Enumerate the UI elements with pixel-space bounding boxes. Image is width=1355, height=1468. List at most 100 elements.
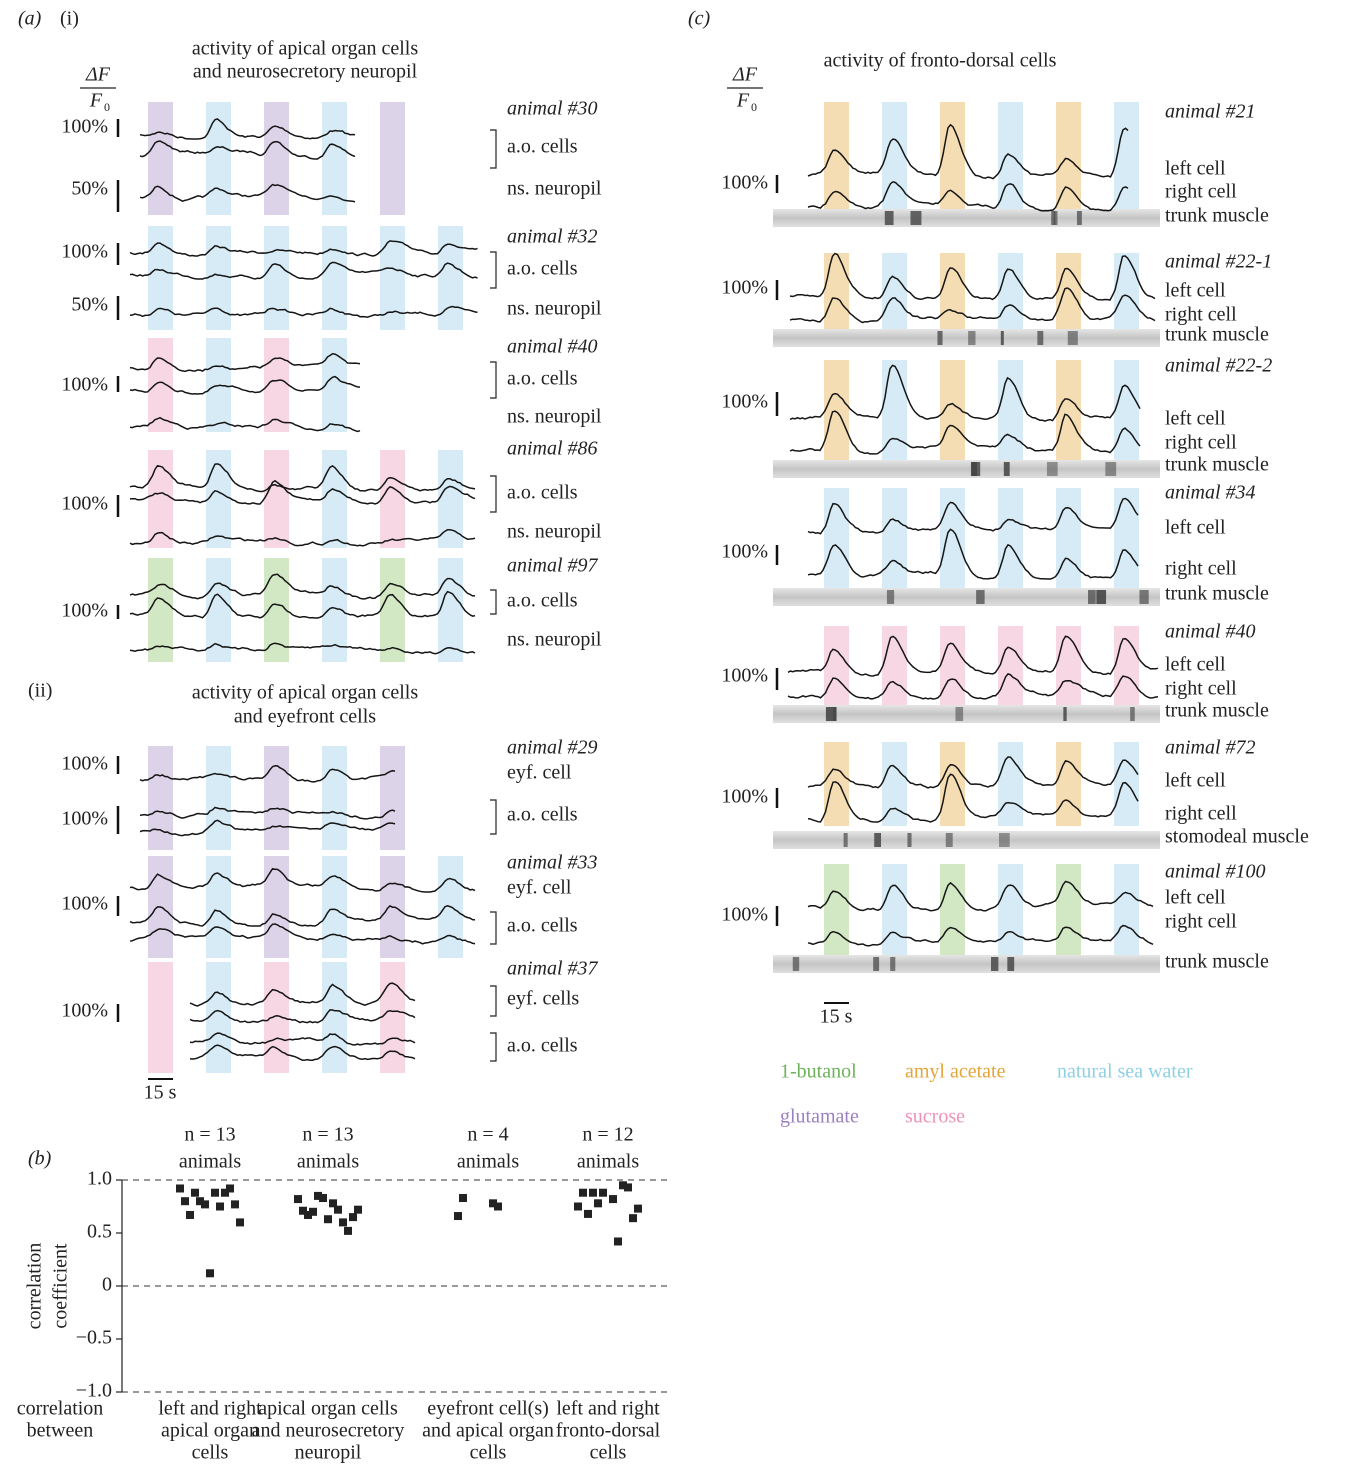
stimulus-band: [322, 856, 347, 958]
stimulus-band: [882, 253, 907, 330]
trace-label: stomodeal muscle: [1165, 826, 1309, 848]
stimulus-band: [1114, 488, 1139, 588]
trace-label: left cell: [1165, 280, 1226, 302]
stimulus-band: [824, 360, 849, 462]
trace: [129, 904, 476, 927]
title: activity of apical organ cells: [192, 682, 418, 704]
trace-label: right cell: [1165, 432, 1237, 454]
stimulus-band: [322, 746, 347, 850]
animal-name: animal #37: [507, 958, 599, 980]
title: and eyefront cells: [234, 706, 376, 728]
trace-label: trunk muscle: [1165, 324, 1269, 346]
muscle-contraction: [873, 957, 880, 971]
scale-label: 100%: [721, 172, 768, 194]
muscle-strip: [773, 705, 1160, 723]
trace-label: trunk muscle: [1165, 951, 1269, 973]
x-tick-label: cells: [590, 1442, 627, 1464]
muscle-contraction: [968, 331, 976, 345]
stimulus-band: [940, 102, 965, 213]
scale-label: 100%: [721, 541, 768, 563]
time-scale-label: 15 s: [820, 1006, 853, 1028]
stimulus-band: [824, 102, 849, 213]
title: activity of fronto-dorsal cells: [824, 50, 1057, 72]
point: [334, 1205, 342, 1214]
stimulus-band: [206, 102, 231, 215]
trace-label: eyf. cell: [507, 877, 572, 899]
group-n: n = 13: [184, 1124, 235, 1146]
trace-label: right cell: [1165, 803, 1237, 825]
trace-label: eyf. cell: [507, 762, 572, 784]
trace: [789, 252, 1156, 301]
stimulus-band: [1056, 253, 1081, 330]
scale-label: 100%: [721, 786, 768, 808]
point: [226, 1184, 234, 1193]
bracket: [490, 475, 497, 513]
point: [494, 1202, 502, 1211]
x-axis-label: correlation: [17, 1398, 104, 1420]
muscle-contraction: [1076, 211, 1082, 225]
trace: [139, 765, 396, 783]
point: [354, 1205, 362, 1214]
trace: [129, 305, 478, 318]
scale-label: 100%: [61, 893, 108, 915]
y-tick-label: 1.0: [87, 1168, 112, 1190]
stimulus-band: [148, 102, 173, 215]
time-scale-label: 15 s: [144, 1082, 177, 1104]
muscle-contraction: [998, 833, 1010, 847]
trace: [129, 375, 361, 395]
point: [634, 1204, 642, 1213]
trace-label: right cell: [1165, 304, 1237, 326]
trace: [129, 416, 361, 433]
stimulus-band: [322, 450, 347, 548]
muscle-contraction: [1088, 590, 1096, 604]
trace: [139, 819, 396, 837]
point: [624, 1183, 632, 1192]
muscle-contraction: [1067, 331, 1078, 345]
stimulus-band: [940, 626, 965, 705]
stimulus-band: [882, 626, 907, 705]
stimulus-band: [322, 962, 347, 1073]
stimulus-band: [998, 253, 1023, 330]
stimulus-band: [1114, 102, 1139, 213]
point: [344, 1226, 352, 1235]
trace-label: left cell: [1165, 887, 1226, 909]
stimulus-band: [940, 488, 965, 588]
group-unit: animals: [179, 1151, 241, 1173]
point: [216, 1202, 224, 1211]
point: [599, 1188, 607, 1197]
y-tick-label: −0.5: [76, 1327, 112, 1349]
stimulus-band: [322, 102, 347, 215]
trace: [189, 1044, 416, 1061]
trace: [189, 1032, 416, 1046]
group-unit: animals: [457, 1151, 519, 1173]
trace: [129, 463, 476, 493]
scale-label: 100%: [61, 493, 108, 515]
legend-entry: 1-butanol: [780, 1061, 857, 1083]
stimulus-band: [148, 338, 173, 432]
trace-label: left cell: [1165, 654, 1226, 676]
scale-label: 100%: [721, 277, 768, 299]
stimulus-band: [1056, 488, 1081, 588]
trace: [789, 410, 1141, 455]
stimulus-band: [998, 360, 1023, 462]
stimulus-band: [264, 856, 289, 958]
muscle-strip: [773, 588, 1160, 606]
stimulus-band: [264, 450, 289, 548]
muscle-contraction: [890, 957, 896, 971]
stimulus-band: [380, 450, 405, 548]
group-unit: animals: [577, 1151, 639, 1173]
muscle-contraction: [1037, 331, 1044, 345]
trace-label: eyf. cells: [507, 988, 579, 1010]
stimulus-band: [824, 488, 849, 588]
muscle-strip: [773, 955, 1160, 973]
stimulus-band: [824, 626, 849, 705]
trace-label: trunk muscle: [1165, 454, 1269, 476]
trace-label: right cell: [1165, 911, 1237, 933]
point: [589, 1188, 597, 1197]
point: [221, 1188, 229, 1197]
muscle-strip: [773, 460, 1160, 478]
point: [579, 1188, 587, 1197]
point: [176, 1184, 184, 1193]
stimulus-band: [206, 450, 231, 548]
stimulus-band: [264, 746, 289, 850]
